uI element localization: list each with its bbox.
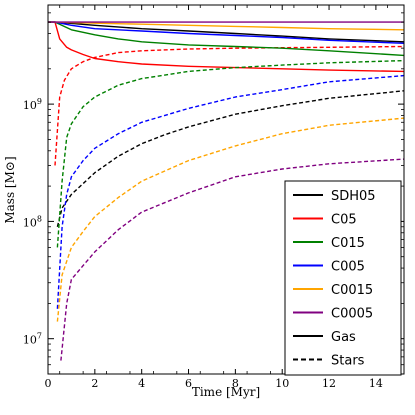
- x-tick-label: 8: [232, 377, 239, 390]
- legend-label: C05: [331, 213, 357, 228]
- x-tick-label: 10: [275, 377, 289, 390]
- legend: SDH05 C05 C015 C005 C0015 C0005 Gas Stars: [284, 180, 402, 376]
- y-tick-label: 107: [23, 332, 42, 347]
- series-line-c0015-stars: [56, 117, 404, 322]
- legend-label: C0005: [331, 307, 373, 322]
- series-line-c015-gas: [48, 21, 404, 57]
- y-tick-label: 109: [23, 97, 42, 112]
- x-tick-label: 6: [185, 377, 192, 390]
- series-line-sdh05-gas: [48, 21, 404, 43]
- legend-label: C0015: [331, 283, 373, 298]
- legend-label: Gas: [331, 330, 356, 345]
- series-line-c05-gas: [48, 21, 404, 73]
- series-line-c015-stars: [56, 59, 404, 248]
- x-tick-label: 14: [369, 377, 383, 390]
- series-line-c005-gas: [48, 21, 404, 44]
- x-axis-label: Time [Myr]: [192, 385, 260, 399]
- x-tick-label: 12: [322, 377, 336, 390]
- y-axis-label: Mass [M⊙]: [3, 156, 17, 223]
- series-line-c005-stars: [56, 74, 404, 309]
- legend-label: SDH05: [331, 189, 376, 204]
- x-tick-label: 4: [138, 377, 145, 390]
- x-tick-label: 2: [91, 377, 98, 390]
- axis-tick-labels: 0 2 4 6 8 10 12 14 107 108 109: [23, 97, 383, 390]
- series-line-c0005-stars: [60, 158, 404, 361]
- plot-frame: [47, 4, 405, 375]
- series-lines: [48, 21, 404, 361]
- legend-label: C005: [331, 260, 365, 275]
- y-tick-label: 108: [23, 214, 42, 229]
- x-tick-label: 0: [45, 377, 52, 390]
- legend-box: [284, 180, 402, 376]
- legend-label: Stars: [331, 354, 365, 369]
- legend-label: C015: [331, 236, 365, 251]
- series-line-sdh05-stars: [56, 90, 404, 227]
